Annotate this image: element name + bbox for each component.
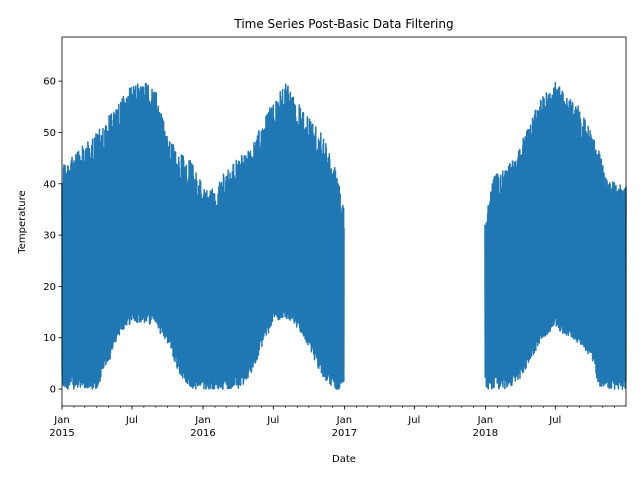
y-axis-ticks: 0 10 20 30 40 50 60 — [43, 77, 62, 396]
x-axis-label: Date — [332, 454, 356, 465]
y-tick-label: 50 — [43, 128, 56, 139]
y-tick-label: 40 — [43, 179, 56, 190]
x-tick-label: Jul — [548, 415, 561, 426]
y-tick-label: 0 — [50, 385, 56, 396]
x-tick-year-label: 2016 — [190, 428, 215, 439]
x-tick-year-label: 2017 — [332, 428, 357, 439]
x-tick-label: Jan — [336, 415, 352, 426]
chart-title: Time Series Post-Basic Data Filtering — [233, 17, 453, 31]
x-tick-year-label: 2018 — [473, 428, 498, 439]
y-tick-label: 20 — [43, 282, 56, 293]
series-line-segment-2 — [484, 81, 627, 390]
y-axis-label: Temperature — [17, 190, 28, 254]
x-tick-label: Jan — [53, 415, 69, 426]
y-tick-label: 10 — [43, 333, 56, 344]
y-tick-label: 60 — [43, 77, 56, 88]
axes: 0 10 20 30 40 50 60 Jan 2015 Jul Jan 2016 Jul Jan 201… — [43, 36, 627, 439]
x-tick-label: Jul — [125, 415, 138, 426]
x-axis-ticks: Jan 2015 Jul Jan 2016 Jul Jan 2017 Jul Jan 2018 Jul — [49, 406, 615, 439]
plot-area — [61, 81, 627, 390]
series-layer — [61, 81, 627, 390]
x-tick-label: Jul — [266, 415, 279, 426]
series-line-segment-1 — [61, 82, 345, 390]
x-tick-label: Jan — [194, 415, 210, 426]
x-tick-label: Jan — [477, 415, 493, 426]
x-tick-label: Jul — [407, 415, 420, 426]
x-tick-year-label: 2015 — [49, 428, 74, 439]
y-tick-label: 30 — [43, 231, 56, 242]
